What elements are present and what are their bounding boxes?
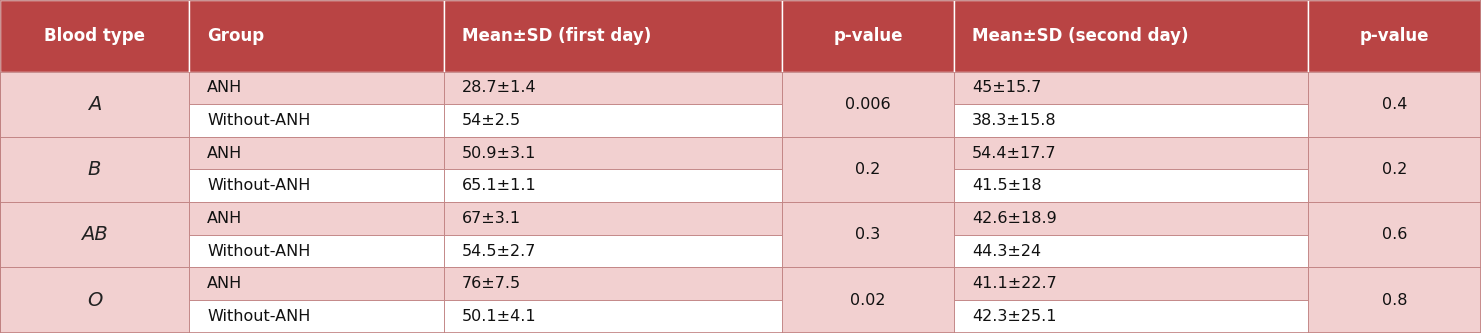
- Bar: [444, 267, 782, 300]
- Bar: [782, 267, 954, 333]
- Bar: [1308, 202, 1481, 267]
- Text: 0.3: 0.3: [856, 227, 881, 242]
- Bar: [1308, 137, 1481, 202]
- Text: 45±15.7: 45±15.7: [972, 80, 1041, 96]
- Text: Without-ANH: Without-ANH: [207, 309, 311, 324]
- Text: A: A: [87, 95, 101, 114]
- Bar: [782, 137, 954, 202]
- Bar: [190, 104, 444, 137]
- Text: 65.1±1.1: 65.1±1.1: [462, 178, 536, 193]
- Bar: [1308, 267, 1481, 333]
- Text: O: O: [87, 290, 102, 310]
- Bar: [444, 169, 782, 202]
- Text: B: B: [87, 160, 101, 179]
- Bar: [444, 202, 782, 235]
- Bar: [0, 137, 190, 202]
- Text: 0.8: 0.8: [1382, 292, 1407, 308]
- Bar: [954, 169, 1308, 202]
- Text: 0.02: 0.02: [850, 292, 886, 308]
- Bar: [190, 169, 444, 202]
- Bar: [190, 235, 444, 267]
- Text: 54±2.5: 54±2.5: [462, 113, 521, 128]
- Text: Without-ANH: Without-ANH: [207, 243, 311, 259]
- Bar: [0, 0, 190, 72]
- Bar: [444, 137, 782, 169]
- Bar: [954, 0, 1308, 72]
- Text: 54.4±17.7: 54.4±17.7: [972, 146, 1057, 161]
- Bar: [954, 104, 1308, 137]
- Text: 50.9±3.1: 50.9±3.1: [462, 146, 536, 161]
- Text: 44.3±24: 44.3±24: [972, 243, 1041, 259]
- Bar: [782, 202, 954, 267]
- Bar: [444, 235, 782, 267]
- Bar: [190, 0, 444, 72]
- Bar: [0, 72, 190, 137]
- Text: 42.3±25.1: 42.3±25.1: [972, 309, 1057, 324]
- Text: Group: Group: [207, 27, 264, 45]
- Bar: [954, 235, 1308, 267]
- Bar: [444, 300, 782, 333]
- Text: 41.5±18: 41.5±18: [972, 178, 1041, 193]
- Bar: [190, 202, 444, 235]
- Text: ANH: ANH: [207, 146, 243, 161]
- Text: p-value: p-value: [1360, 27, 1429, 45]
- Text: ANH: ANH: [207, 80, 243, 96]
- Text: ANH: ANH: [207, 211, 243, 226]
- Text: 38.3±15.8: 38.3±15.8: [972, 113, 1057, 128]
- Text: 0.4: 0.4: [1382, 97, 1407, 112]
- Text: 0.6: 0.6: [1382, 227, 1407, 242]
- Text: 50.1±4.1: 50.1±4.1: [462, 309, 536, 324]
- Bar: [954, 267, 1308, 300]
- Bar: [954, 300, 1308, 333]
- Text: 42.6±18.9: 42.6±18.9: [972, 211, 1057, 226]
- Bar: [190, 72, 444, 104]
- Text: Mean±SD (first day): Mean±SD (first day): [462, 27, 652, 45]
- Bar: [190, 267, 444, 300]
- Bar: [0, 202, 190, 267]
- Bar: [954, 202, 1308, 235]
- Bar: [444, 104, 782, 137]
- Bar: [444, 72, 782, 104]
- Text: p-value: p-value: [834, 27, 903, 45]
- Bar: [444, 0, 782, 72]
- Bar: [954, 72, 1308, 104]
- Text: 0.2: 0.2: [856, 162, 881, 177]
- Text: Blood type: Blood type: [44, 27, 145, 45]
- Bar: [190, 300, 444, 333]
- Bar: [1308, 0, 1481, 72]
- Text: 28.7±1.4: 28.7±1.4: [462, 80, 536, 96]
- Text: 67±3.1: 67±3.1: [462, 211, 521, 226]
- Text: AB: AB: [81, 225, 108, 244]
- Bar: [782, 72, 954, 137]
- Text: 76±7.5: 76±7.5: [462, 276, 521, 291]
- Text: Without-ANH: Without-ANH: [207, 178, 311, 193]
- Text: ANH: ANH: [207, 276, 243, 291]
- Text: 0.2: 0.2: [1382, 162, 1407, 177]
- Bar: [0, 267, 190, 333]
- Text: 0.006: 0.006: [846, 97, 892, 112]
- Text: Mean±SD (second day): Mean±SD (second day): [972, 27, 1189, 45]
- Text: Without-ANH: Without-ANH: [207, 113, 311, 128]
- Bar: [1308, 72, 1481, 137]
- Bar: [190, 137, 444, 169]
- Bar: [782, 0, 954, 72]
- Text: 54.5±2.7: 54.5±2.7: [462, 243, 536, 259]
- Text: 41.1±22.7: 41.1±22.7: [972, 276, 1057, 291]
- Bar: [954, 137, 1308, 169]
